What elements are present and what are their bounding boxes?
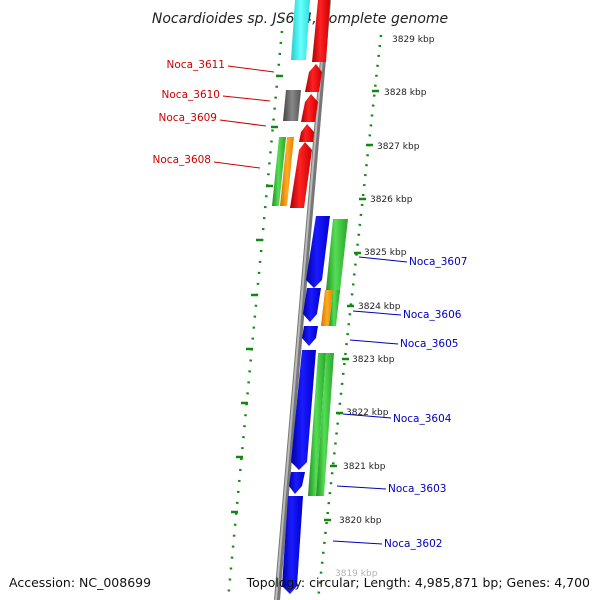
gene-blue-noca-3605[interactable] [302, 326, 318, 346]
kbp-label: 3828 kbp [384, 88, 427, 98]
feature-gray[interactable] [283, 90, 301, 121]
gene-red-noca-3611[interactable] [305, 64, 322, 92]
gene-label-noca-3604[interactable]: Noca_3604 [393, 413, 452, 425]
feature-orange-1[interactable] [280, 137, 294, 206]
inner-dotted-ring [226, 19, 285, 600]
gene-blue-noca-3606[interactable] [303, 288, 321, 322]
gene-label-noca-3611[interactable]: Noca_3611 [167, 59, 225, 71]
feature-cyan[interactable] [291, 0, 310, 60]
gene-red-noca-3608[interactable] [290, 142, 312, 208]
feature-green-4[interactable] [308, 353, 326, 496]
kbp-scale: 3829 kbp 3828 kbp 3827 kbp 3826 kbp 3825… [335, 35, 435, 579]
kbp-label: 3822 kbp [346, 408, 389, 418]
gene-label-noca-3609[interactable]: Noca_3609 [159, 112, 217, 124]
gene-blue-noca-3607[interactable] [306, 216, 330, 288]
accession-text: Accession: NC_008699 [9, 575, 151, 590]
kbp-label: 3823 kbp [352, 355, 395, 365]
genome-backbone-highlight [275, 0, 328, 600]
kbp-label: 3819 kbp [335, 569, 378, 579]
feature-green-2[interactable] [325, 219, 348, 300]
forward-gene-labels: Noca_3607 Noca_3606 Noca_3605 Noca_3604 … [332, 256, 467, 550]
kbp-label: 3820 kbp [339, 516, 382, 526]
gene-label-noca-3605[interactable]: Noca_3605 [400, 338, 458, 350]
gene-label-noca-3610[interactable]: Noca_3610 [162, 89, 220, 101]
kbp-label: 3824 kbp [358, 302, 401, 312]
reverse-gene-labels: Noca_3611 Noca_3610 Noca_3609 Noca_3608 [153, 59, 275, 169]
gene-blue-noca-3602[interactable] [282, 496, 303, 594]
feature-green-1[interactable] [272, 137, 286, 206]
kbp-label: 3821 kbp [343, 462, 386, 472]
feature-green-5[interactable] [316, 353, 334, 496]
kbp-label: 3826 kbp [370, 195, 413, 205]
outer-ticks [324, 89, 379, 522]
topology-text: Topology: circular; Length: 4,985,871 bp… [246, 575, 590, 590]
gene-red-noca-3609[interactable] [299, 124, 314, 142]
gene-blue-noca-3604[interactable] [291, 350, 316, 470]
kbp-label: 3827 kbp [377, 142, 420, 152]
kbp-label: 3825 kbp [364, 248, 407, 258]
gene-label-noca-3607[interactable]: Noca_3607 [409, 256, 467, 268]
gene-label-noca-3606[interactable]: Noca_3606 [403, 309, 462, 321]
gene-label-noca-3603[interactable]: Noca_3603 [388, 483, 446, 495]
gene-label-noca-3602[interactable]: Noca_3602 [384, 538, 442, 550]
gene-red-1[interactable] [312, 0, 330, 62]
feature-green-3[interactable] [329, 290, 340, 326]
inner-ticks [231, 74, 283, 514]
gene-label-noca-3608[interactable]: Noca_3608 [153, 154, 211, 166]
gene-red-noca-3610[interactable] [301, 94, 318, 122]
gene-blue-noca-3603[interactable] [289, 472, 305, 494]
kbp-label: 3829 kbp [392, 35, 435, 45]
